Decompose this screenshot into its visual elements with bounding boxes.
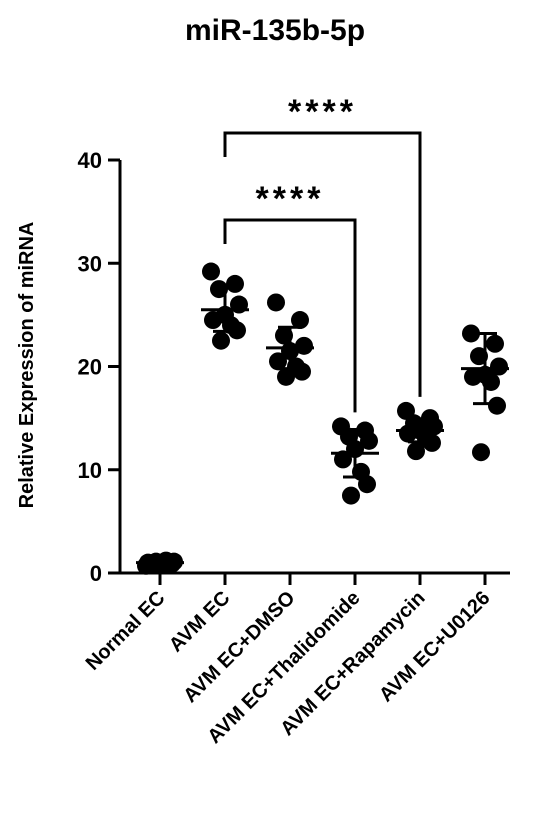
data-points (137, 262, 508, 575)
y-tick-label: 30 (78, 251, 102, 276)
data-point (342, 486, 360, 505)
significance-label: **** (256, 180, 325, 218)
data-point (462, 324, 480, 343)
category-label: AVM EC+DMSO (179, 587, 299, 707)
data-point (334, 450, 352, 469)
y-axis-label: Relative Expression of miRNA (16, 222, 38, 509)
significance-label: **** (288, 93, 357, 131)
data-point (486, 334, 504, 353)
data-point (204, 311, 222, 330)
data-point (399, 424, 417, 443)
axes (118, 160, 510, 575)
data-point (202, 262, 220, 281)
data-point (291, 311, 309, 330)
y-tick-label: 20 (78, 355, 102, 380)
data-point (488, 396, 506, 415)
chart-title: miR-135b-5p (184, 14, 366, 47)
y-tick-label: 40 (78, 148, 102, 173)
data-point (267, 293, 285, 312)
y-tick-label: 10 (78, 458, 102, 483)
category-label: Normal EC (82, 587, 170, 675)
data-point (472, 443, 490, 462)
error-bars (136, 286, 509, 567)
y-tick-label: 0 (90, 561, 102, 586)
data-point (226, 274, 244, 293)
data-point (277, 367, 295, 386)
data-point (269, 352, 287, 371)
significance-bracket (223, 131, 422, 397)
data-point (407, 442, 425, 461)
data-point (295, 336, 313, 355)
significance-bracket (223, 218, 357, 413)
data-point (212, 331, 230, 350)
y-ticks: 0 10 20 30 40 (78, 148, 120, 586)
data-point (464, 367, 482, 386)
data-point (490, 357, 508, 376)
data-point (360, 431, 378, 450)
significance-brackets: **** **** (223, 93, 422, 413)
data-point (293, 362, 311, 381)
data-point (358, 475, 376, 494)
category-label: AVM EC+U0126 (375, 587, 494, 706)
